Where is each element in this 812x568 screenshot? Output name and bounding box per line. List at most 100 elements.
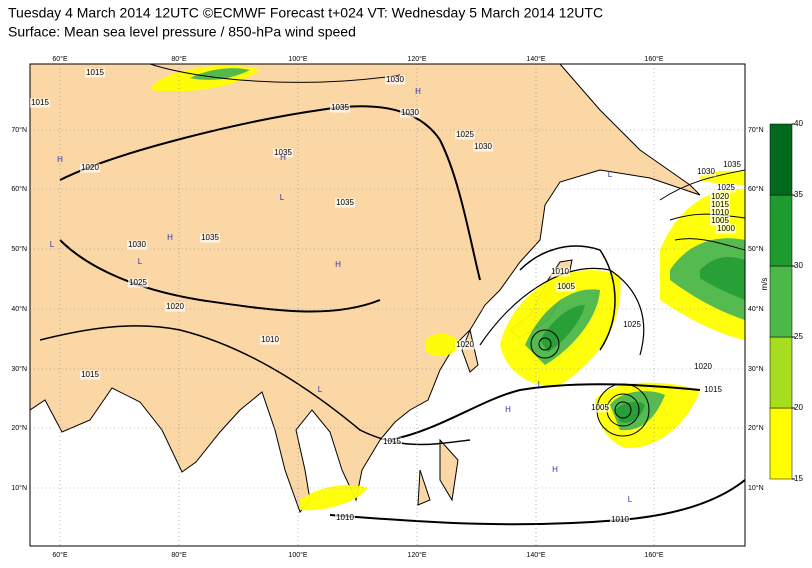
pressure-centre: H [552,465,558,474]
isobar-label: 1035 [331,103,349,112]
pressure-centre: L [608,170,613,179]
isobar-label-bg [590,403,610,413]
colorbar-tick-label: 25 [794,332,803,341]
isobar-label: 1020 [166,302,184,311]
isobar-label-bg [710,200,730,210]
lon-label-bottom: 60°E [52,551,68,559]
isobar-label: 1035 [201,233,219,242]
pressure-centre: L [628,495,633,504]
isobar-label-bg [710,192,730,202]
colorbar-segment [769,407,793,480]
pressure-centre: H [57,155,63,164]
graticule [30,64,745,546]
isobar-label-bg [716,183,736,193]
pressure-centre: L [318,385,323,394]
lat-label-right: 70°N [748,126,764,134]
isobar-label-bg [80,163,100,173]
title: Tuesday 4 March 2014 12UTC ©ECMWF Foreca… [8,5,603,21]
isobar-label: 1005 [557,282,575,291]
isobar-label-bg [696,167,716,177]
isobar-label-bg [80,370,100,380]
isobar-label-bg [385,75,405,85]
lon-label-bottom: 80°E [171,551,187,559]
isobar-label: 1015 [81,370,99,379]
colorbar-tick-label: 35 [794,190,803,199]
isobar-label-bg [335,198,355,208]
pressure-centre: H [280,153,286,162]
isobar-label: 1015 [86,68,104,77]
isobar-label: 1020 [456,340,474,349]
isobar-label: 1030 [697,167,715,176]
isobar-label: 1030 [474,142,492,151]
isobar-label: 1005 [591,403,609,412]
isobar-label: 1030 [386,75,404,84]
wind-shading [150,65,745,511]
lat-label-right: 60°N [748,185,764,193]
isobar-label-bg [693,362,713,372]
isobar-label: 1025 [717,183,735,192]
isobar-label-bg [710,208,730,218]
pressure-centre: L [280,193,285,202]
subtitle: Surface: Mean sea level pressure / 850-h… [8,24,356,40]
isobar-label-bg [716,224,736,234]
lat-label-left: 50°N [11,245,27,253]
isobar-label-bg [127,240,147,250]
lon-label-top: 160°E [644,55,663,63]
isobar-label-bg [335,513,355,523]
isobar-label-bg [622,320,642,330]
isobar-label: 1030 [128,240,146,249]
isobar-label-bg [330,103,350,113]
isobar-label-bg [165,302,185,312]
isobar-label-bg [400,108,420,118]
isobar-label: 1015 [704,385,722,394]
isobar-label: 1020 [694,362,712,371]
isobar-label-bg [85,68,105,78]
isobar-label: 1020 [711,192,729,201]
lon-label-bottom: 120°E [407,551,426,559]
isobar-label: 1030 [401,108,419,117]
islands [417,438,459,506]
pressure-centre: H [415,87,421,96]
isobars [39,64,745,526]
colorbar-segment [769,336,793,409]
lat-label-right: 50°N [748,245,764,253]
isobar-label-bg [260,335,280,345]
lat-label-right: 20°N [748,424,764,432]
lon-label-top: 140°E [526,55,545,63]
isobar-label: 1000 [717,224,735,233]
isobar-label-bg [455,340,475,350]
land [30,64,701,513]
lon-label-bottom: 140°E [526,551,545,559]
isobar-label-bg [556,282,576,292]
isobar-label: 1020 [81,163,99,172]
pressure-centre: L [138,257,143,266]
colorbar-tick-label: 20 [794,403,803,412]
isobar-label-bg [128,278,148,288]
lat-label-right: 40°N [748,305,764,313]
isobar-label: 1010 [711,208,729,217]
isobar-label-bg [550,267,570,277]
lon-label-top: 100°E [288,55,307,63]
lon-label-bottom: 160°E [644,551,663,559]
pressure-centre: H [335,260,341,269]
isobar-label-bg [722,160,742,170]
colorbar-tick-label: 40 [794,119,803,128]
isobar-label: 1025 [456,130,474,139]
isobar-label-bg [455,130,475,140]
isobar-label-bg [30,98,50,108]
isobar-label: 1035 [723,160,741,169]
lon-label-top: 60°E [52,55,68,63]
lon-label-top: 80°E [171,55,187,63]
colorbar-segment [769,123,793,196]
isobar-label-bg [200,233,220,243]
isobar-label: 1010 [261,335,279,344]
isobar-label: 1010 [336,513,354,522]
isobar-label: 1005 [711,216,729,225]
isobar-label: 1035 [274,148,292,157]
lat-label-left: 20°N [11,424,27,432]
isobar-label-bg [610,515,630,525]
map-frame [29,63,746,547]
isobar-label-bg [382,437,402,447]
lat-label-right: 30°N [748,365,764,373]
